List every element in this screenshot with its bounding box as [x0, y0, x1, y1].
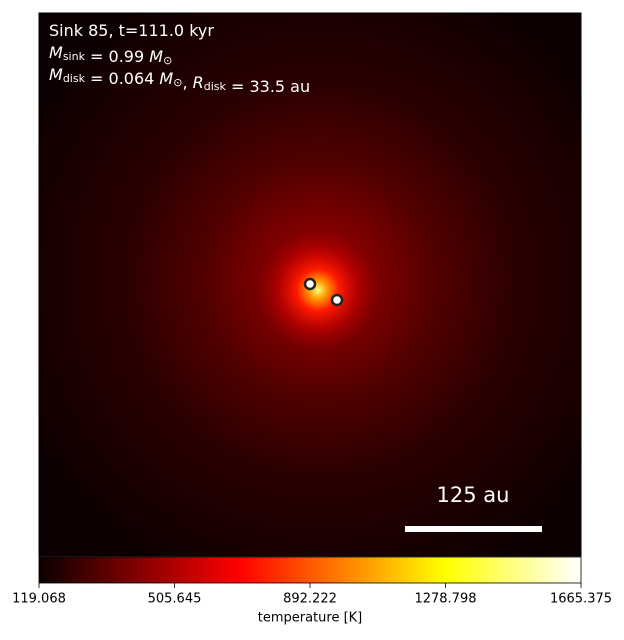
annotation-subscript: sink	[63, 50, 86, 63]
annotation-text: ,	[182, 73, 192, 92]
annotation-text: M	[49, 43, 63, 62]
axes-frame	[38, 12, 582, 557]
annotation-subscript: disk	[204, 80, 227, 93]
annotation-subscript: disk	[63, 72, 86, 85]
annotation-text: = 0.064	[85, 69, 159, 88]
annotation-subscript: ⊙	[163, 54, 172, 67]
annotation-line: Msink = 0.99 M⊙	[49, 43, 172, 68]
annotation-line: Mdisk = 0.064 M⊙, Rdisk = 33.5 au	[49, 65, 310, 96]
annotation-text: M	[149, 47, 163, 66]
tick-label: 1278.798	[414, 592, 476, 607]
sink-marker	[330, 293, 344, 307]
annotation-text: M	[49, 65, 63, 84]
annotation-subscript: ⊙	[173, 76, 182, 89]
tick-label: 892.222	[283, 592, 337, 607]
tick-label: 505.645	[148, 592, 202, 607]
annotation-text: R	[193, 73, 204, 92]
sink-marker	[303, 277, 317, 291]
scale-bar	[405, 526, 542, 532]
colorbar-label: temperature [K]	[258, 611, 363, 626]
annotation-text: = 0.99	[85, 47, 149, 66]
tick-label: 119.068	[12, 592, 66, 607]
annotation-text: = 33.5 au	[226, 77, 310, 96]
annotation-text: Sink 85, t=111.0 kyr	[49, 21, 214, 40]
scale-bar-label: 125 au	[437, 483, 510, 507]
annotation-text: M	[159, 69, 173, 88]
colorbar-axis: 119.068 505.645 892.222 1278.798 1665.375	[12, 583, 612, 607]
hot-core	[238, 230, 398, 350]
colorbar	[39, 557, 581, 583]
annotation-line: Sink 85, t=111.0 kyr	[49, 21, 214, 40]
tick-label: 1665.375	[550, 592, 612, 607]
